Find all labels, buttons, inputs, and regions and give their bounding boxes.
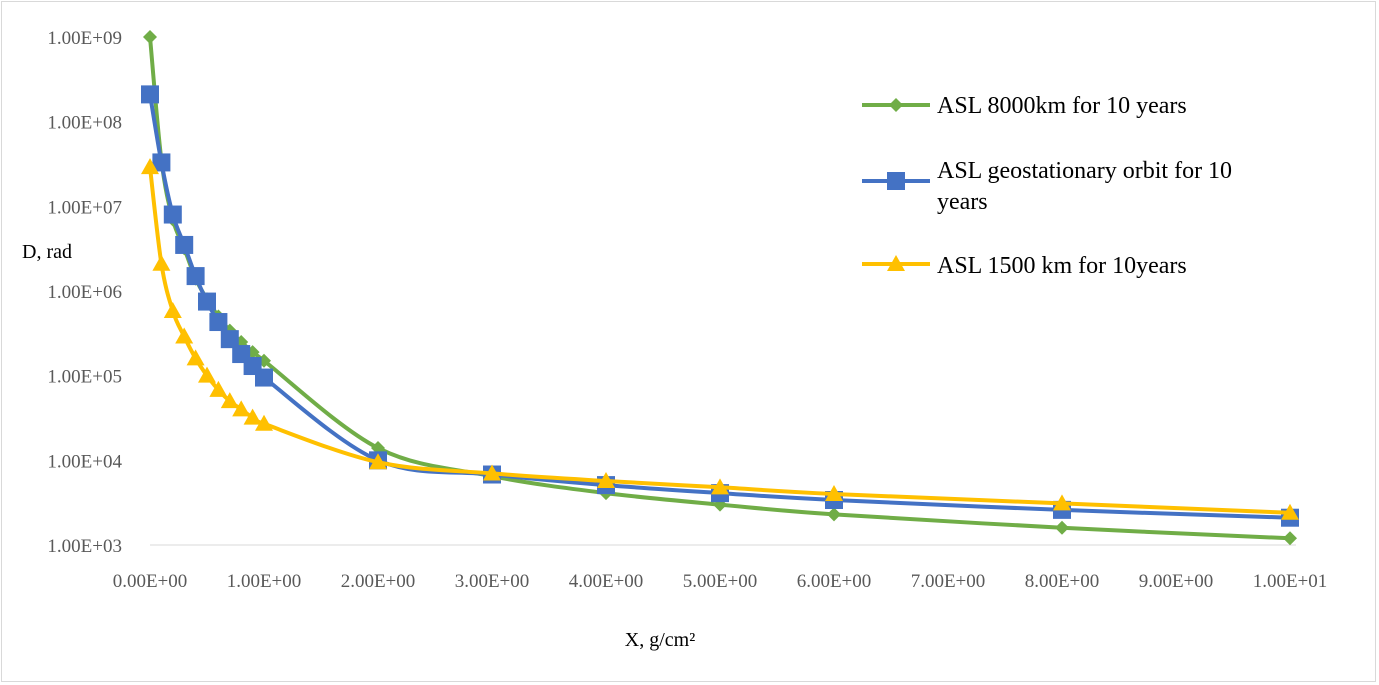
y-tick-label: 1.00E+07: [47, 197, 122, 218]
legend-label-1: ASL geostationary orbit for 10 years: [937, 158, 1238, 215]
x-tick-label: 4.00E+00: [569, 571, 644, 592]
data-point-diamond: [1283, 531, 1297, 546]
y-tick-label: 1.00E+03: [47, 536, 122, 557]
series-line-2: [148, 166, 1291, 515]
series-2: [141, 158, 1299, 520]
data-point-triangle: [711, 478, 729, 495]
data-point-triangle: [1281, 503, 1299, 520]
x-tick-label: 2.00E+00: [341, 571, 416, 592]
data-point-square: [163, 205, 182, 224]
data-point-triangle: [1053, 494, 1071, 511]
x-axis-title: X, g/cm²: [625, 629, 695, 651]
x-tick-label: 0.00E+00: [113, 571, 188, 592]
data-point-square: [186, 267, 205, 286]
x-tick-label: 7.00E+00: [911, 571, 986, 592]
x-tick-label: 8.00E+00: [1025, 571, 1100, 592]
data-point-triangle: [597, 472, 615, 489]
data-point-square: [175, 235, 194, 254]
y-axis-title: D, rad: [22, 241, 72, 263]
series-1: [141, 85, 1299, 527]
data-point-square: [141, 85, 159, 104]
y-tick-label: 1.00E+08: [47, 113, 122, 134]
data-point-triangle: [163, 302, 182, 319]
x-tick-label: 1.00E+00: [227, 571, 302, 592]
legend-label-1-line-2: years: [937, 189, 988, 215]
data-point-triangle: [186, 349, 205, 366]
series-layer: [141, 30, 1299, 546]
legend-label-1-line-1: ASL geostationary orbit for 10: [937, 158, 1232, 184]
data-point-square: [152, 153, 171, 172]
legend-item-1: ASL geostationary orbit for 10 years: [862, 158, 1238, 215]
data-point-triangle: [825, 485, 843, 502]
legend-label-2: ASL 1500 km for 10years: [937, 253, 1187, 279]
data-point-triangle: [483, 464, 501, 481]
data-point-square: [198, 292, 216, 311]
data-point-triangle: [209, 380, 228, 397]
x-tick-label: 6.00E+00: [797, 571, 872, 592]
data-point-square: [255, 368, 273, 387]
x-tick-label: 3.00E+00: [455, 571, 530, 592]
data-point-triangle: [369, 453, 387, 470]
data-point-diamond: [1055, 520, 1069, 535]
data-point-triangle: [255, 414, 273, 431]
data-point-diamond: [827, 507, 841, 522]
legend-marker-diamond: [889, 98, 903, 112]
y-tick-label: 1.00E+05: [47, 367, 122, 388]
legend-marker-square: [887, 172, 905, 190]
legend-marker-triangle: [887, 255, 905, 271]
data-point-triangle: [220, 392, 239, 409]
data-point-diamond: [143, 30, 157, 44]
data-point-triangle: [198, 366, 216, 383]
data-point-triangle: [152, 254, 171, 271]
legend-label-0: ASL 8000km for 10 years: [937, 93, 1187, 119]
x-axis-ticks: 0.00E+00 1.00E+00 2.00E+00 3.00E+00 4.00E+00…: [113, 571, 1328, 592]
x-tick-label: 1.00E+01: [1253, 571, 1328, 592]
y-tick-label: 1.00E+09: [47, 28, 122, 49]
y-axis-ticks: 1.00E+03 1.00E+04 1.00E+05 1.00E+06 1.00E+07…: [47, 28, 122, 557]
data-point-triangle: [175, 327, 194, 344]
x-tick-label: 5.00E+00: [683, 571, 758, 592]
legend: ASL 8000km for 10 years ASL geostationar…: [862, 93, 1238, 279]
data-point-triangle: [232, 400, 251, 417]
data-point-square: [220, 330, 239, 349]
data-point-triangle: [141, 158, 159, 175]
legend-item-0: ASL 8000km for 10 years: [862, 93, 1187, 119]
y-tick-label: 1.00E+06: [47, 282, 122, 303]
legend-item-2: ASL 1500 km for 10years: [862, 253, 1187, 279]
data-point-triangle: [243, 408, 262, 425]
data-point-square: [209, 313, 228, 332]
y-tick-label: 1.00E+04: [47, 451, 122, 472]
x-tick-label: 9.00E+00: [1139, 571, 1214, 592]
